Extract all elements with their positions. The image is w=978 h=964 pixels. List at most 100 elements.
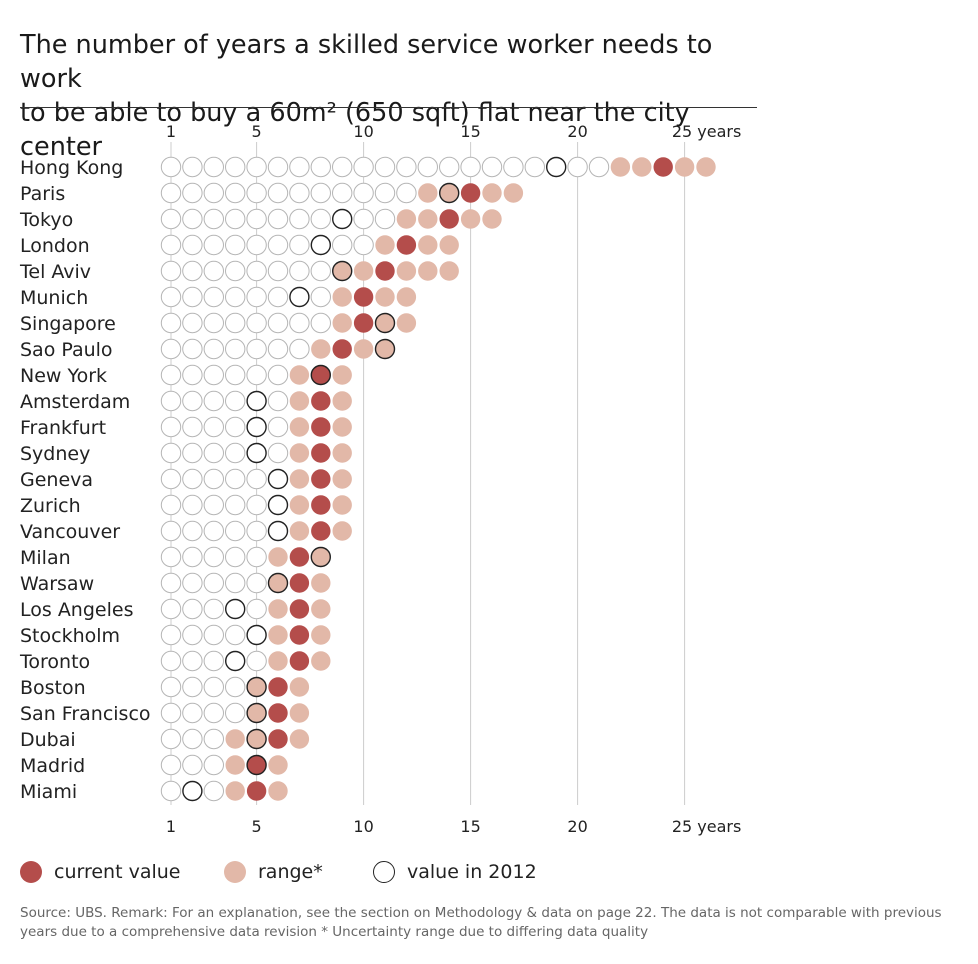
dot-milan-4-empty bbox=[225, 546, 246, 568]
dot-singapore-10-current bbox=[353, 313, 374, 333]
dot-milan-3-empty bbox=[203, 546, 225, 568]
legend-label-2012: value in 2012 bbox=[407, 861, 537, 883]
city-label-zurich: Zurich bbox=[20, 495, 81, 517]
dot-frankfurt-2-empty bbox=[182, 416, 203, 438]
city-label-sao-paulo: Sao Paulo bbox=[20, 339, 113, 361]
city-label-frankfurt: Frankfurt bbox=[20, 417, 106, 439]
dot-milan-6-range bbox=[268, 547, 288, 567]
dot-los-angeles-7-current bbox=[289, 599, 310, 619]
dot-toronto-3-empty bbox=[203, 650, 225, 672]
dot-new-york-5-empty bbox=[246, 364, 267, 386]
dot-boston-4-empty bbox=[225, 676, 246, 698]
city-label-boston: Boston bbox=[20, 677, 86, 699]
dot-amsterdam-6-empty bbox=[267, 390, 289, 412]
dot-milan-2-empty bbox=[182, 546, 203, 568]
dot-sydney-3-empty bbox=[203, 442, 225, 464]
dot-singapore-8-empty bbox=[310, 312, 331, 334]
dot-paris-9-empty bbox=[332, 182, 353, 204]
dot-vancouver-3-empty bbox=[203, 520, 225, 542]
dot-munich-4-empty bbox=[225, 286, 246, 308]
dot-san-francisco-6-current bbox=[268, 703, 288, 723]
dot-london-12-current bbox=[396, 235, 417, 255]
dot-london-5-empty bbox=[246, 234, 267, 256]
dot-hong-kong-23-range bbox=[632, 157, 652, 177]
dot-vancouver-7-range bbox=[289, 521, 310, 541]
dot-sao-paulo-8-range bbox=[311, 339, 331, 359]
city-label-dubai: Dubai bbox=[20, 729, 76, 751]
dot-hong-kong-15-empty bbox=[460, 156, 481, 178]
dot-los-angeles-3-empty bbox=[203, 598, 225, 620]
dot-frankfurt-4-empty bbox=[225, 416, 246, 438]
dot-tokyo-15-range bbox=[460, 209, 481, 229]
dot-stockholm-7-current bbox=[289, 625, 310, 645]
city-label-warsaw: Warsaw bbox=[20, 573, 94, 595]
city-label-tel-aviv: Tel Aviv bbox=[19, 261, 91, 283]
dot-munich-6-empty bbox=[267, 286, 289, 308]
dot-amsterdam-8-current bbox=[311, 391, 331, 411]
dot-miami-1-empty bbox=[160, 780, 182, 802]
dot-amsterdam-1-empty bbox=[160, 390, 182, 412]
x-tick-label-bottom-20: 20 bbox=[567, 817, 587, 836]
dot-new-york-8-current-2012 bbox=[310, 364, 331, 386]
dot-sao-paulo-3-empty bbox=[203, 338, 225, 360]
title-divider bbox=[20, 107, 757, 108]
dot-tel-aviv-14-range bbox=[439, 261, 459, 281]
dot-london-14-range bbox=[439, 235, 459, 255]
dot-milan-5-empty bbox=[246, 546, 267, 568]
dot-miami-5-current bbox=[246, 781, 267, 801]
dot-geneva-9-range bbox=[332, 469, 352, 489]
dot-london-2-empty bbox=[182, 234, 203, 256]
legend-label-current: current value bbox=[54, 861, 181, 883]
dot-tel-aviv-10-range bbox=[353, 261, 374, 281]
dot-zurich-2-empty bbox=[182, 494, 203, 516]
dot-stockholm-8-range bbox=[311, 625, 331, 645]
dot-london-10-empty bbox=[353, 234, 374, 256]
dot-hong-kong-4-empty bbox=[225, 156, 246, 178]
dot-hong-kong-18-empty bbox=[524, 156, 545, 178]
dot-hong-kong-6-empty bbox=[267, 156, 289, 178]
dot-stockholm-5-empty-2012 bbox=[246, 624, 267, 646]
dot-london-3-empty bbox=[203, 234, 225, 256]
dot-sydney-5-empty-2012 bbox=[246, 442, 267, 464]
dot-new-york-6-empty bbox=[267, 364, 289, 386]
dot-sydney-6-empty bbox=[267, 442, 289, 464]
dot-toronto-5-empty bbox=[246, 650, 267, 672]
dot-geneva-1-empty bbox=[160, 468, 182, 490]
dot-boston-3-empty bbox=[203, 676, 225, 698]
dot-vancouver-2-empty bbox=[182, 520, 203, 542]
dot-los-angeles-8-range bbox=[311, 599, 331, 619]
dot-stockholm-2-empty bbox=[182, 624, 203, 646]
x-tick-label-top-10: 10 bbox=[353, 122, 373, 141]
dot-geneva-7-range bbox=[289, 469, 310, 489]
dot-sao-paulo-10-range bbox=[353, 339, 374, 359]
x-tick-label-bottom-1: 1 bbox=[166, 817, 176, 836]
dot-paris-10-empty bbox=[353, 182, 374, 204]
dot-hong-kong-7-empty bbox=[289, 156, 310, 178]
dot-new-york-9-range bbox=[332, 365, 352, 385]
x-tick-label-top-15: 15 bbox=[460, 122, 480, 141]
dot-san-francisco-7-range bbox=[289, 703, 310, 723]
dot-hong-kong-3-empty bbox=[203, 156, 225, 178]
x-tick-label-top-20: 20 bbox=[567, 122, 587, 141]
dot-amsterdam-9-range bbox=[332, 391, 352, 411]
dot-london-1-empty bbox=[160, 234, 182, 256]
dot-zurich-7-range bbox=[289, 495, 310, 515]
dot-sao-paulo-6-empty bbox=[267, 338, 289, 360]
dot-sydney-1-empty bbox=[160, 442, 182, 464]
dot-frankfurt-8-current bbox=[311, 417, 331, 437]
dot-madrid-6-range bbox=[268, 755, 288, 775]
dot-madrid-3-empty bbox=[203, 754, 225, 776]
dot-tokyo-11-empty bbox=[374, 208, 396, 230]
dot-geneva-5-empty bbox=[246, 468, 267, 490]
dot-dubai-5-range-2012 bbox=[246, 728, 267, 750]
dot-tel-aviv-5-empty bbox=[246, 260, 267, 282]
dot-paris-12-empty bbox=[396, 182, 417, 204]
dot-toronto-6-range bbox=[268, 651, 288, 671]
dot-hong-kong-19-empty-2012 bbox=[546, 156, 567, 178]
dot-paris-14-range-2012 bbox=[439, 182, 460, 204]
city-label-milan: Milan bbox=[20, 547, 71, 569]
dot-tokyo-16-range bbox=[482, 209, 502, 229]
dot-new-york-1-empty bbox=[160, 364, 182, 386]
dot-madrid-4-range bbox=[225, 755, 245, 775]
dot-zurich-9-range bbox=[332, 495, 352, 515]
